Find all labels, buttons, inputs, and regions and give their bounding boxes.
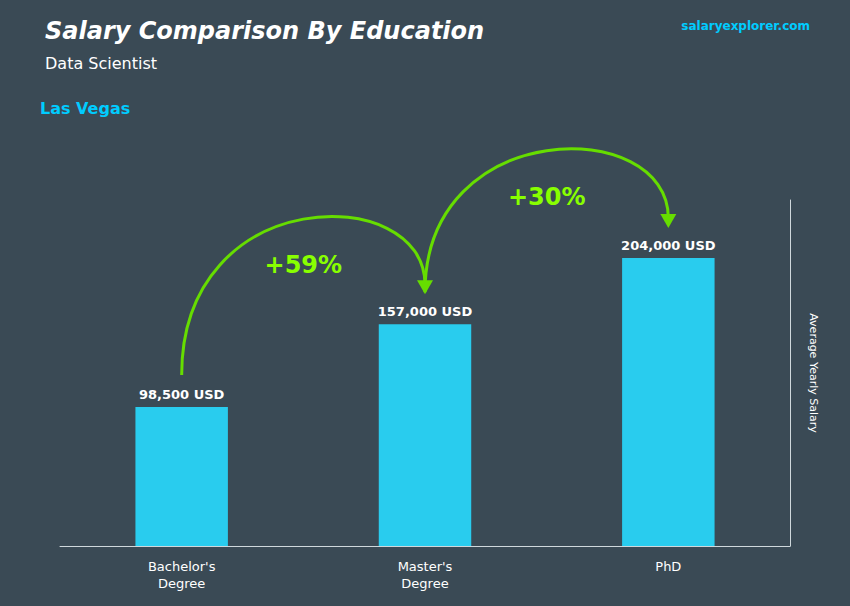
svg-text:Average Yearly Salary: Average Yearly Salary: [807, 313, 820, 433]
svg-text:204,000 USD: 204,000 USD: [621, 238, 716, 253]
svg-text:Las Vegas: Las Vegas: [40, 99, 130, 118]
svg-text:Master's: Master's: [398, 559, 453, 574]
svg-text:PhD: PhD: [655, 559, 681, 574]
svg-text:Degree: Degree: [158, 576, 205, 591]
svg-text:Degree: Degree: [401, 576, 448, 591]
svg-text:Salary Comparison By Education: Salary Comparison By Education: [45, 17, 484, 45]
svg-text:+30%: +30%: [508, 183, 586, 211]
svg-text:Bachelor's: Bachelor's: [148, 559, 216, 574]
svg-text:98,500 USD: 98,500 USD: [139, 387, 225, 402]
svg-text:salaryexplorer.com: salaryexplorer.com: [681, 19, 810, 33]
svg-text:+59%: +59%: [265, 251, 343, 279]
svg-text:Data Scientist: Data Scientist: [45, 54, 157, 73]
svg-text:157,000 USD: 157,000 USD: [378, 304, 473, 319]
